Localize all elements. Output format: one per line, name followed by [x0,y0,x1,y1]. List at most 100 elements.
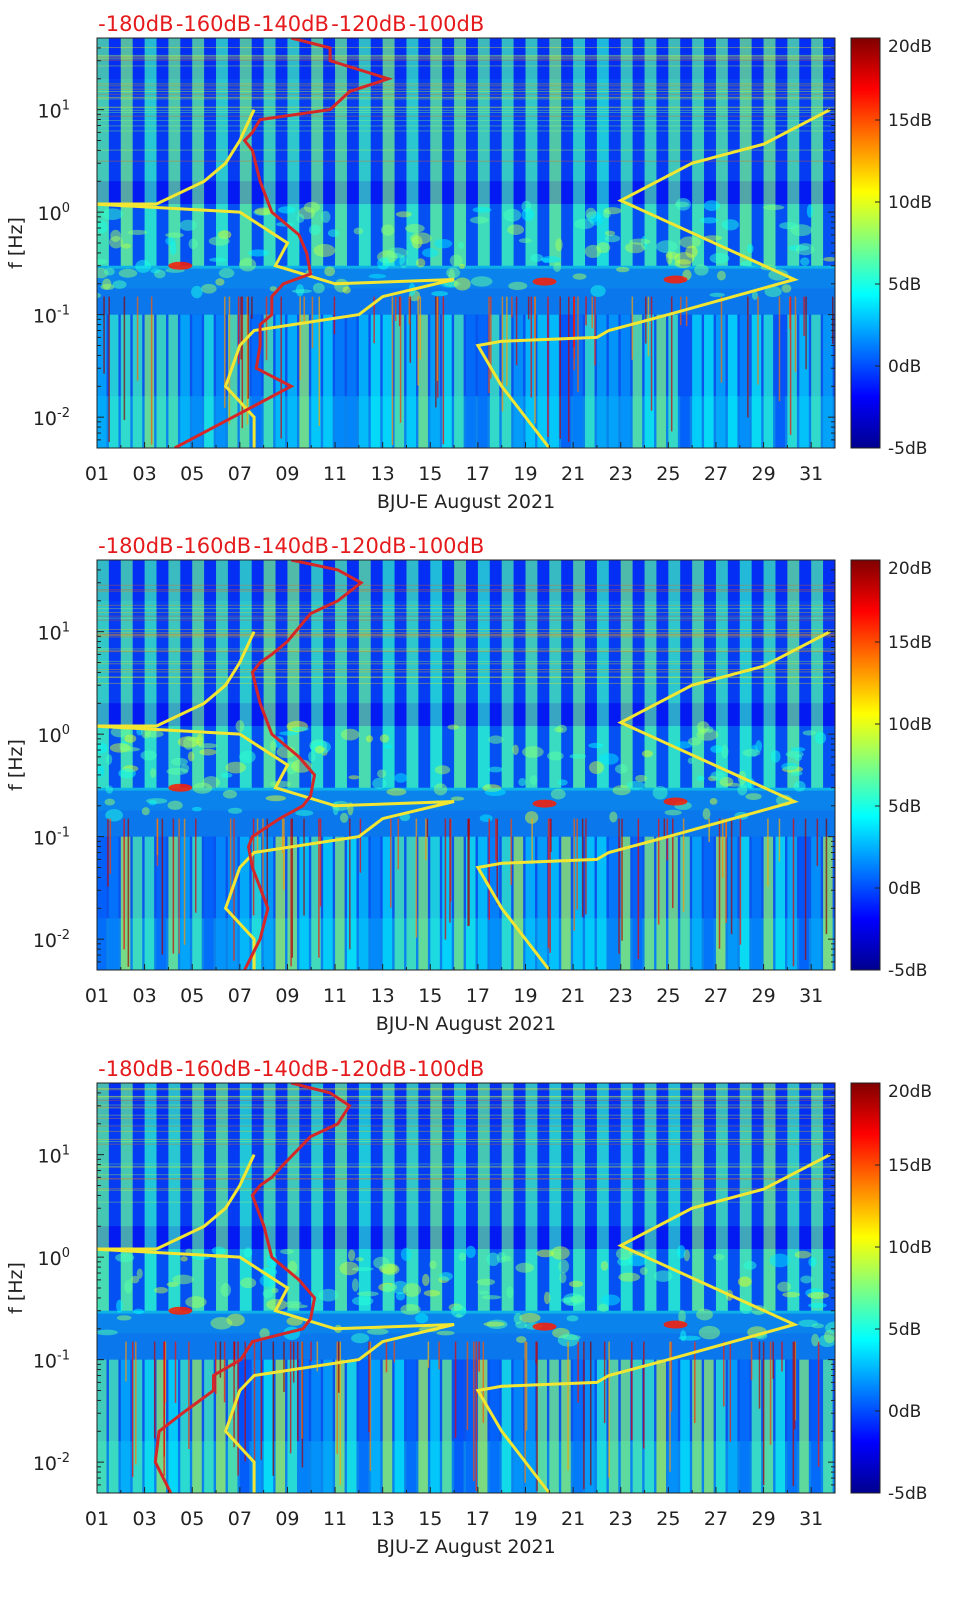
energy-hotspot [663,797,688,806]
y-axis-label: f [Hz] [5,1262,27,1314]
y-tick-exponent: -1 [57,826,70,841]
energy-blob [710,771,726,781]
energy-blob [512,744,519,756]
x-tick-label: 25 [656,1508,680,1530]
energy-blob [617,1257,632,1267]
energy-blob [118,268,138,278]
time-stripe [382,1359,393,1493]
time-stripe [549,38,562,266]
time-stripe [144,38,157,266]
energy-blob [180,1256,188,1262]
y-tick-base: 10 [33,306,57,328]
energy-blob [624,242,646,254]
time-stripe [525,836,536,970]
transient-spike [789,296,792,435]
transient-spike [762,1341,765,1486]
time-stripe [596,1083,609,1311]
x-tick-label: 31 [799,463,823,485]
transient-spike [237,1341,239,1476]
time-stripe [787,38,800,266]
time-stripe [823,38,835,266]
energy-blob [515,1262,534,1273]
energy-hotspot [168,261,193,270]
energy-blob [702,808,711,820]
time-stripe [263,836,274,970]
energy-blob [680,1330,687,1342]
energy-blob [808,1302,827,1308]
energy-blob [115,1253,135,1263]
energy-blob [616,266,630,273]
energy-blob [612,785,631,796]
y-tick-label: 10-1 [33,826,70,850]
transient-spike [442,296,445,445]
spectral-line [97,617,835,619]
time-stripe [299,1083,312,1311]
energy-blob [562,1334,581,1340]
energy-blob [211,1246,226,1255]
transient-spike [240,296,242,360]
colorbar [850,37,881,449]
spectral-line [97,1189,835,1191]
y-tick-base: 10 [38,623,62,645]
time-stripe [299,560,312,788]
x-tick-label: 05 [180,463,204,485]
transient-spike [373,296,375,344]
x-tick-label: 23 [609,463,633,485]
energy-blob [687,737,702,746]
transient-spike [256,818,259,852]
x-tick-label: 15 [418,985,442,1007]
transient-spike [131,1341,134,1477]
frequency-band [97,810,835,837]
transient-spike [301,1341,303,1439]
time-stripe [192,38,205,266]
energy-blob [313,244,336,257]
energy-blob [530,253,544,262]
time-stripe [489,38,502,266]
transient-spike [794,296,797,372]
time-stripe [704,560,716,788]
time-stripe [680,1359,690,1493]
energy-blob [687,757,694,764]
energy-blob [433,238,453,249]
transient-spike [283,818,285,890]
time-stripe [263,314,274,448]
time-stripe [192,1359,202,1493]
time-stripe [668,560,681,788]
energy-blob [696,775,705,782]
energy-blob [172,1274,194,1285]
spectral-line [97,619,835,621]
colorbar-tick-label: 5dB [888,1320,921,1340]
y-tick-base: 10 [38,725,62,747]
energy-blob [590,285,606,297]
energy-blob [210,1316,233,1330]
yellow-curve-left [97,630,455,970]
time-stripe [418,560,431,788]
time-stripe [323,38,336,266]
time-stripe [692,1359,702,1493]
time-stripe [406,314,417,448]
time-stripe [454,1083,466,1311]
energy-blob [355,1257,364,1262]
y-tick-exponent: 0 [62,1246,70,1261]
energy-blob [609,811,618,823]
time-stripe [418,314,428,448]
time-stripe [513,1359,524,1493]
x-tick-label: 23 [609,985,633,1007]
energy-blob [635,774,648,783]
time-stripe [120,1359,131,1493]
spectral-line [97,677,835,679]
energy-blob [429,1260,437,1270]
x-tick-label: 03 [133,463,157,485]
y-tick-exponent: -2 [57,406,70,421]
x-tick-label: 01 [85,463,109,485]
energy-blob [286,1301,302,1306]
transient-spike [608,1341,610,1478]
transient-spike [253,1341,256,1469]
spectral-line [97,65,835,67]
energy-blob [185,1296,207,1308]
energy-blob [166,1281,179,1287]
energy-blob [279,731,299,736]
time-stripe [823,836,833,970]
